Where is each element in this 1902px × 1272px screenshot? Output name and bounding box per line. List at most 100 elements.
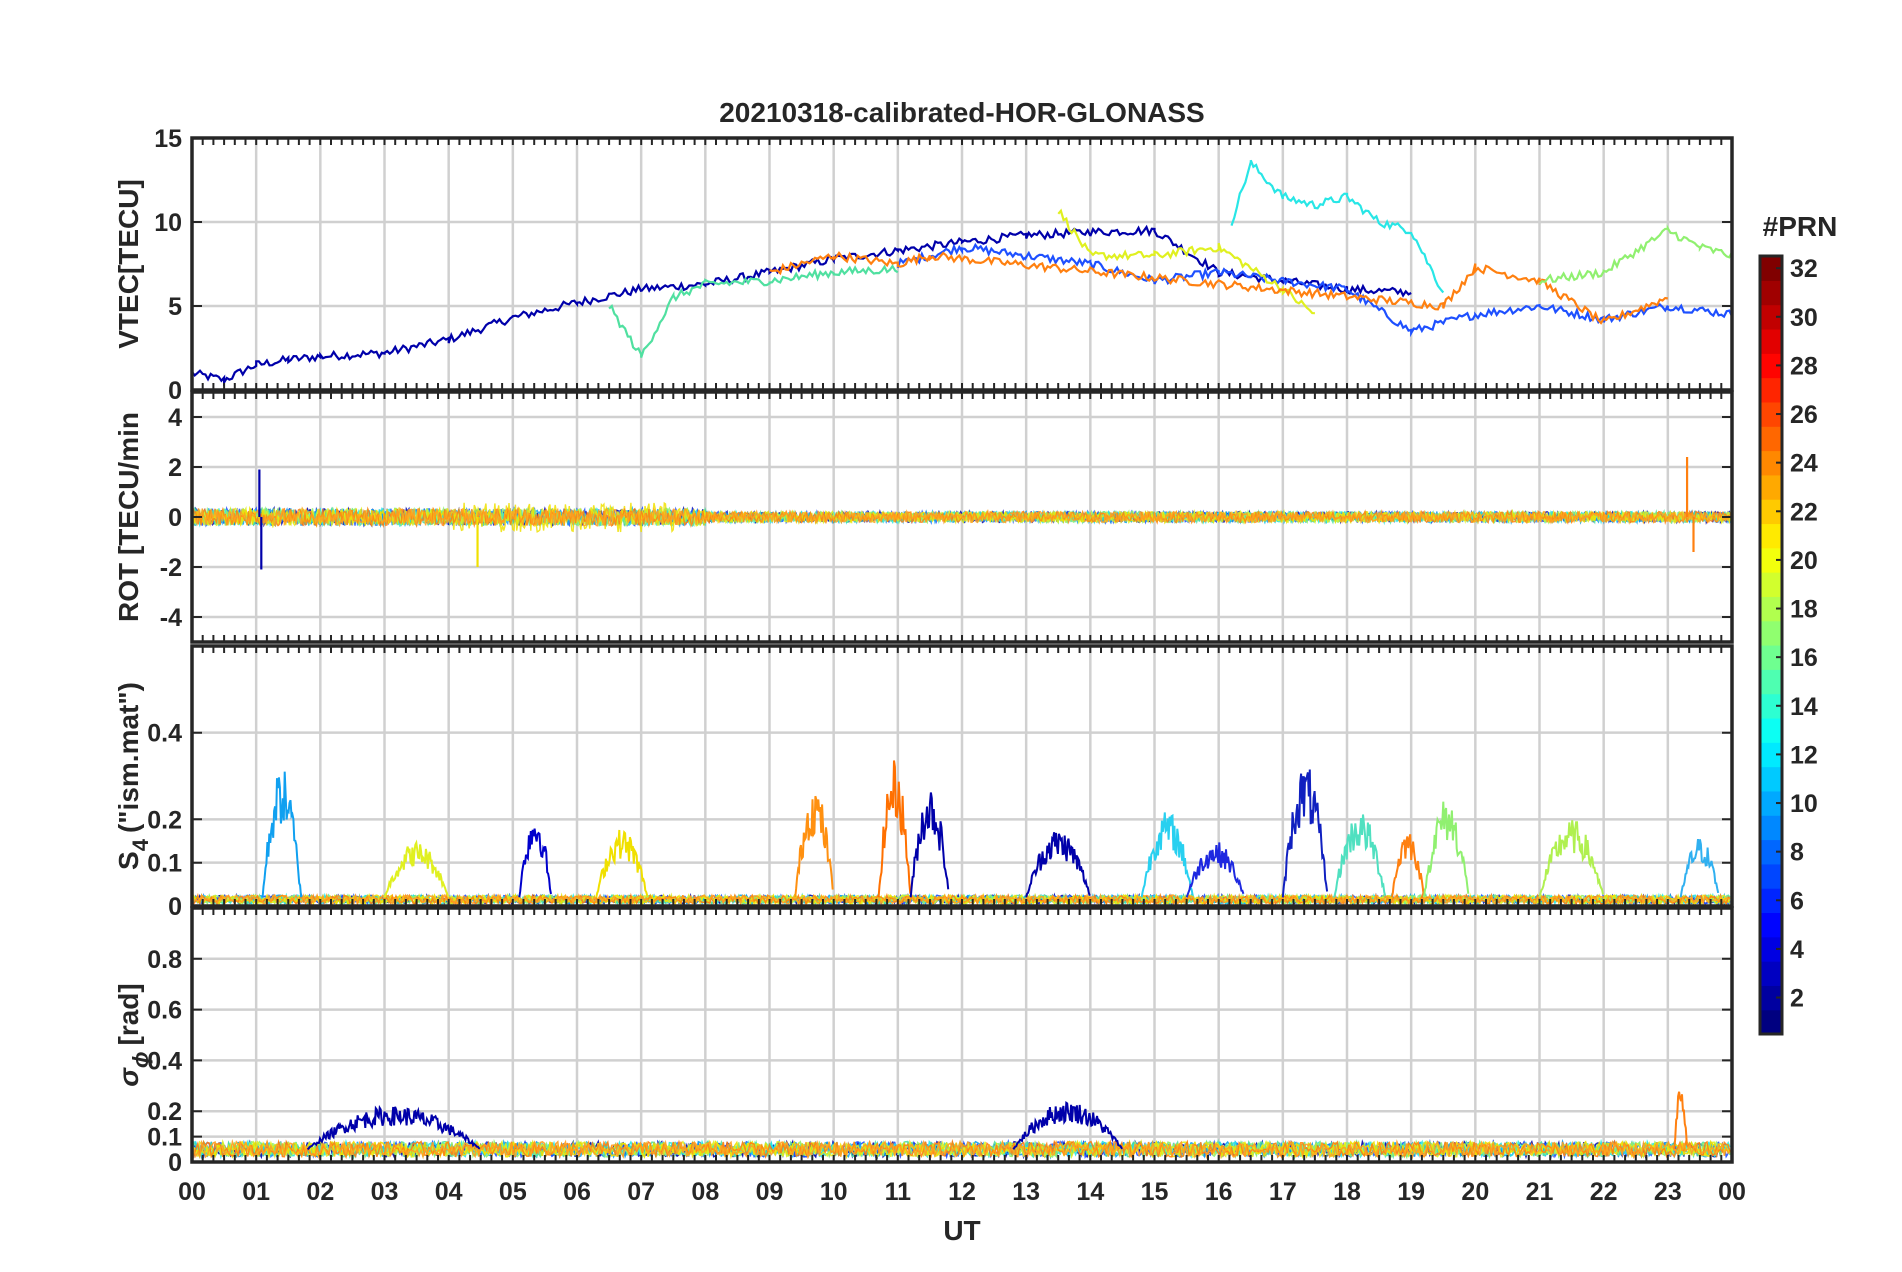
colorbar-tick-label: 26 [1790,401,1818,429]
y-tick-label: -4 [160,604,182,632]
burst-series-line [1333,814,1387,898]
colorbar-segment [1760,499,1782,525]
vtec-series-line [608,264,899,358]
colorbar-segment [1760,328,1782,354]
x-tick-label: 20 [1461,1178,1489,1206]
x-tick-label: 04 [435,1178,463,1206]
axis-ticks [191,908,1733,1163]
colorbar-segment [1760,863,1782,889]
x-tick-label: 17 [1269,1178,1297,1206]
colorbar-tick-label: 2 [1790,985,1804,1013]
colorbar-segment [1760,985,1782,1011]
x-tick-label: 02 [306,1178,334,1206]
x-tick-label: 21 [1526,1178,1554,1206]
colorbar-segment [1760,572,1782,597]
vtec-series-line [769,250,1669,325]
y-tick-label: 5 [168,293,182,321]
burst-series-line [595,829,649,898]
x-tick-label: 09 [756,1178,784,1206]
data-lines [192,1091,1731,1160]
figure-title: 20210318-calibrated-HOR-GLONASS [719,97,1205,128]
burst-series-line [1423,801,1470,898]
x-tick-label: 16 [1205,1178,1233,1206]
vtec-series-line [1230,159,1445,294]
y-axis-label: S4("ism.mat") [113,682,153,870]
x-tick-label: 00 [1718,1178,1746,1206]
colorbar-segment [1760,256,1782,281]
y-axis-label: VTEC[TECU] [113,179,144,349]
axis-ticks [191,137,1733,391]
panel-sigma_phi: 00.10.2 0.4 0.6 0.8 σϕ[rad] [113,906,1734,1177]
x-tick-label: 23 [1654,1178,1682,1206]
colorbar-tick-label: 10 [1790,790,1818,818]
colorbar-tick-label: 14 [1790,693,1818,721]
colorbar-tick-label: 6 [1790,887,1804,915]
rot-series-line [192,506,1732,528]
baseline-series-line [192,1138,1731,1160]
y-tick-label: 4 [168,404,182,432]
colorbar-segment [1760,280,1782,306]
colorbar-segment [1760,620,1782,646]
colorbar-segment [1760,401,1782,427]
y-tick-label: 0.2 [147,1098,182,1126]
colorbar-tick-label: 28 [1790,352,1818,380]
colorbar-segment [1760,669,1782,695]
colorbar-segment [1760,377,1782,403]
colorbar-segment [1760,790,1782,816]
burst-series-line [1025,832,1091,898]
panel-rot: -4 -2 0 2 4 ROT [TECU/min [113,390,1734,644]
x-tick-label: 00 [178,1178,206,1206]
y-tick-label: 2 [168,454,182,482]
y-tick-label: 0.6 [147,997,182,1025]
colorbar-segment [1760,450,1782,476]
y-tick-label: 0.4 [147,1047,182,1075]
colorbar-segment [1760,936,1782,962]
colorbar-tick-label: 16 [1790,644,1818,672]
colorbar-segment [1760,474,1782,500]
colorbar-segment [1760,1009,1782,1035]
data-lines [192,159,1732,387]
burst-series-line [261,771,303,898]
y-axis-label: σϕ[rad] [113,983,153,1087]
y-tick-label: 0 [168,504,182,532]
colorbar-segment [1760,304,1782,330]
colorbar-segment [1760,523,1782,549]
x-tick-label: 06 [563,1178,591,1206]
burst-series-line [1679,839,1720,898]
x-tick-label: 14 [1076,1178,1104,1206]
x-tick-label: 08 [691,1178,719,1206]
colorbar-tick-label: 32 [1790,255,1818,283]
colorbar-segment [1760,596,1782,622]
colorbar-frame [1758,254,1784,1036]
x-axis-label: UT [943,1215,980,1246]
colorbar-segment [1760,839,1782,865]
colorbar-segment [1760,742,1782,768]
burst-series-line [1538,820,1604,898]
colorbar-segment [1760,547,1782,573]
x-tick-label: 05 [499,1178,527,1206]
colorbar-segment [1760,961,1782,986]
burst-series-line [1281,769,1329,898]
burst-series-line [1185,842,1245,898]
burst-series-line [909,792,950,898]
y-tick-label: 0 [168,377,182,405]
y-tick-label: 0.1 [147,1124,182,1152]
colorbar-segment [1760,693,1782,719]
burst-series-line [383,839,449,898]
y-tick-label: 0.2 [147,806,182,834]
x-tick-label: 11 [885,1178,912,1206]
y-tick-label: 10 [154,209,182,237]
burst-series-line [306,1104,481,1151]
colorbar-tick-label: 22 [1790,498,1818,526]
y-tick-label: 0.1 [147,850,182,878]
axis-ticks [191,392,1733,642]
y-tick-label: -2 [160,554,182,582]
x-tick-label: 19 [1397,1178,1425,1206]
x-tick-label: 07 [627,1178,655,1206]
y-tick-label: 0.8 [147,946,182,974]
colorbar-segment [1760,888,1782,914]
colorbar-tick-label: 30 [1790,304,1818,332]
x-tick-label: 13 [1012,1178,1040,1206]
colorbar-segment [1760,912,1782,938]
x-tick-label: 03 [371,1178,399,1206]
